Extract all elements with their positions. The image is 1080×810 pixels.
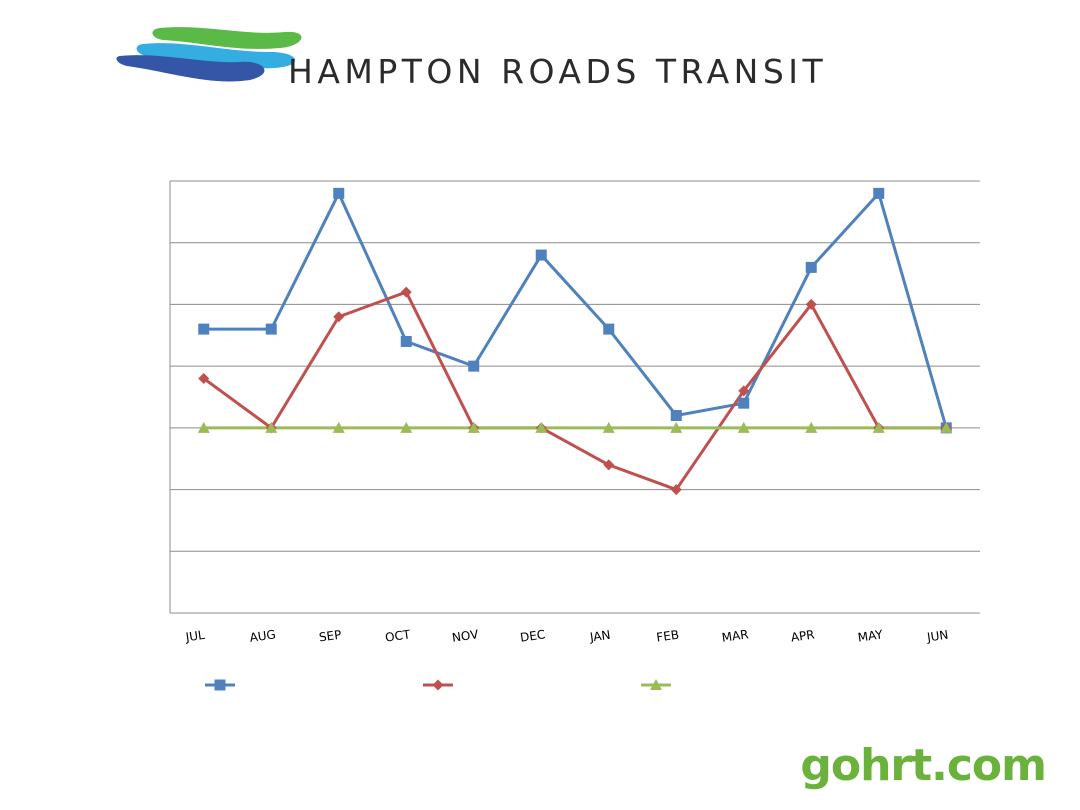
hrt-wave-logo-icon: [116, 27, 302, 82]
x-tick-label: MAR: [721, 627, 750, 645]
brand-name: HAMPTON ROADS TRANSIT: [288, 52, 828, 91]
series-3-point: [265, 421, 278, 433]
x-tick-label: APR: [790, 627, 816, 644]
chart-series-lines: [202, 191, 948, 492]
logo-wave-green: [152, 27, 302, 49]
series-1-point: [265, 323, 277, 335]
x-tick-label: JUL: [184, 628, 206, 645]
series-1-point: [535, 249, 547, 261]
series-1-point: [603, 323, 615, 335]
x-tick-label: NOV: [451, 627, 480, 645]
legend-series-3-marker: [650, 679, 662, 690]
x-tick-label: MAY: [857, 627, 884, 644]
series-1-point: [400, 335, 412, 347]
series-2-point: [805, 298, 817, 310]
x-tick-label: DEC: [519, 627, 546, 644]
chart-legend: [205, 679, 671, 691]
series-3-point: [872, 421, 885, 433]
chart-gridlines: [170, 180, 980, 552]
legend-series-1-marker: [214, 679, 226, 691]
series-3-point: [332, 421, 345, 433]
chart-axes: [169, 181, 980, 614]
series-1-point: [805, 261, 817, 273]
x-tick-labels: JUL AUG SEP OCT NOV DEC JAN FEB MAR APR MAY JUN: [184, 627, 949, 645]
series-2-point: [333, 311, 345, 323]
series-2-line: [202, 290, 947, 492]
series-2-point: [198, 372, 210, 384]
series-3-point: [400, 421, 413, 433]
series-1-point: [670, 410, 682, 422]
series-3-point: [805, 421, 818, 433]
series-3-point: [535, 421, 548, 433]
chart-series-markers: [197, 187, 953, 496]
x-tick-label: JAN: [588, 628, 611, 645]
logo-wave-blue: [116, 55, 265, 82]
x-tick-label: SEP: [318, 628, 342, 645]
series-3-point: [737, 421, 750, 433]
series-3-point: [197, 421, 210, 433]
series-3-point: [940, 421, 953, 433]
series-2-point: [670, 484, 682, 496]
x-tick-label: AUG: [249, 627, 277, 645]
logo-wave-cyan: [136, 43, 296, 69]
series-2-point: [603, 459, 615, 471]
x-tick-label: FEB: [655, 628, 679, 645]
series-2-point: [738, 385, 750, 397]
footer-url[interactable]: gohrt.com: [800, 740, 1047, 791]
legend-series-2-marker: [432, 679, 444, 691]
x-tick-label: OCT: [384, 627, 412, 644]
series-1-line: [203, 191, 948, 429]
series-3-point: [467, 421, 480, 433]
series-1-point: [873, 187, 885, 199]
series-3-point: [602, 421, 615, 433]
x-tick-label: JUN: [925, 628, 949, 645]
series-1-point: [738, 397, 750, 409]
series-1-point: [198, 323, 210, 335]
series-3-point: [670, 421, 683, 433]
series-1-point: [333, 187, 345, 199]
series-1-point: [468, 360, 480, 372]
series-2-point: [400, 286, 412, 298]
